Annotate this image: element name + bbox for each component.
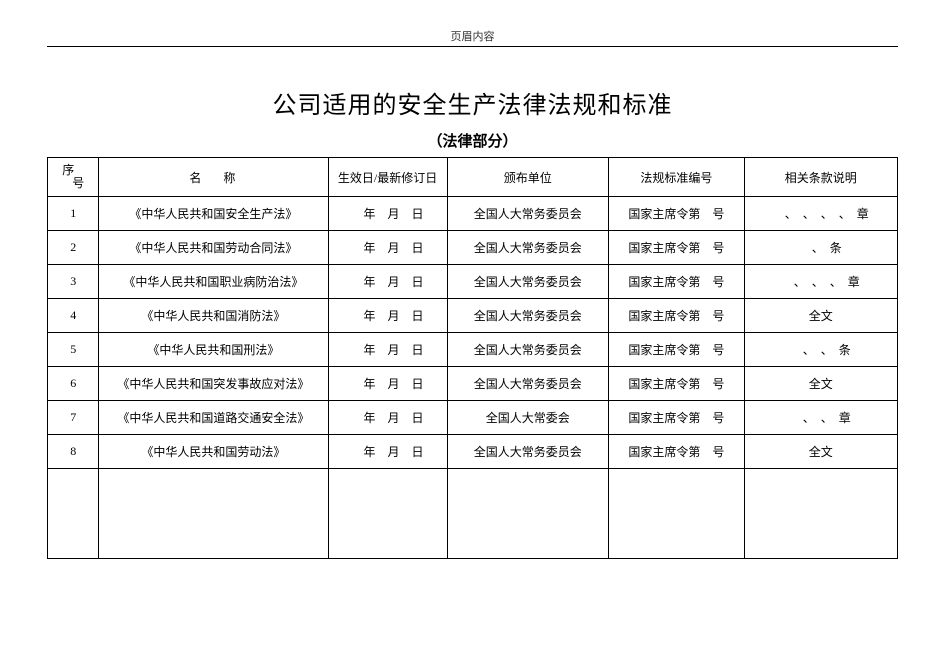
cell-date: 年 月 日 [328, 265, 447, 299]
col-org: 颁布单位 [447, 158, 608, 197]
cell-note: 全文 [744, 435, 897, 469]
table-row: 7《中华人民共和国道路交通安全法》 年 月 日全国人大常委会国家主席令第 号 、… [48, 401, 898, 435]
table-row: 6《中华人民共和国突发事故应对法》 年 月 日全国人大常务委员会国家主席令第 号… [48, 367, 898, 401]
cell-code: 国家主席令第 号 [608, 231, 744, 265]
table-row-blank [48, 469, 898, 559]
col-seq: 序 号 [48, 158, 99, 197]
cell-code: 国家主席令第 号 [608, 367, 744, 401]
page-header-rule [47, 46, 898, 47]
col-seq-bot: 号 [62, 177, 96, 190]
cell-date: 年 月 日 [328, 435, 447, 469]
table-row: 4《中华人民共和国消防法》 年 月 日全国人大常务委员会国家主席令第 号全文 [48, 299, 898, 333]
cell-date: 年 月 日 [328, 401, 447, 435]
cell-blank [744, 469, 897, 559]
cell-seq: 6 [48, 367, 99, 401]
cell-seq: 8 [48, 435, 99, 469]
cell-seq: 2 [48, 231, 99, 265]
cell-date: 年 月 日 [328, 231, 447, 265]
cell-name: 《中华人民共和国职业病防治法》 [99, 265, 328, 299]
cell-org: 全国人大常务委员会 [447, 435, 608, 469]
cell-name: 《中华人民共和国劳动合同法》 [99, 231, 328, 265]
table-row: 3《中华人民共和国职业病防治法》 年 月 日全国人大常务委员会国家主席令第 号 … [48, 265, 898, 299]
cell-org: 全国人大常务委员会 [447, 265, 608, 299]
table-head: 序 号 名称 生效日/最新修订日 颁布单位 法规标准编号 相关条款说明 [48, 158, 898, 197]
cell-name: 《中华人民共和国消防法》 [99, 299, 328, 333]
cell-code: 国家主席令第 号 [608, 265, 744, 299]
cell-blank [328, 469, 447, 559]
cell-seq: 1 [48, 197, 99, 231]
cell-note: 全文 [744, 299, 897, 333]
table-row: 1《中华人民共和国安全生产法》 年 月 日全国人大常务委员会国家主席令第 号 、… [48, 197, 898, 231]
cell-note: 、 、 章 [744, 401, 897, 435]
cell-name: 《中华人民共和国突发事故应对法》 [99, 367, 328, 401]
cell-name: 《中华人民共和国安全生产法》 [99, 197, 328, 231]
cell-seq: 4 [48, 299, 99, 333]
cell-org: 全国人大常务委员会 [447, 299, 608, 333]
cell-blank [99, 469, 328, 559]
cell-blank [447, 469, 608, 559]
page-header-label: 页眉内容 [0, 0, 945, 46]
cell-seq: 7 [48, 401, 99, 435]
table-row: 5《中华人民共和国刑法》 年 月 日全国人大常务委员会国家主席令第 号 、 、 … [48, 333, 898, 367]
page-title: 公司适用的安全生产法律法规和标准 [0, 85, 945, 120]
cell-date: 年 月 日 [328, 299, 447, 333]
col-code: 法规标准编号 [608, 158, 744, 197]
cell-note: 、 、 、 、 章 [744, 197, 897, 231]
cell-seq: 5 [48, 333, 99, 367]
cell-date: 年 月 日 [328, 333, 447, 367]
cell-name: 《中华人民共和国道路交通安全法》 [99, 401, 328, 435]
cell-code: 国家主席令第 号 [608, 197, 744, 231]
col-note: 相关条款说明 [744, 158, 897, 197]
table-body: 1《中华人民共和国安全生产法》 年 月 日全国人大常务委员会国家主席令第 号 、… [48, 197, 898, 559]
cell-name: 《中华人民共和国劳动法》 [99, 435, 328, 469]
cell-code: 国家主席令第 号 [608, 435, 744, 469]
cell-org: 全国人大常务委员会 [447, 333, 608, 367]
cell-org: 全国人大常务委员会 [447, 231, 608, 265]
table-row: 2《中华人民共和国劳动合同法》 年 月 日全国人大常务委员会国家主席令第 号 、… [48, 231, 898, 265]
col-name: 名称 [99, 158, 328, 197]
cell-code: 国家主席令第 号 [608, 299, 744, 333]
cell-note: 全文 [744, 367, 897, 401]
table-container: 序 号 名称 生效日/最新修订日 颁布单位 法规标准编号 相关条款说明 1《中华… [47, 157, 898, 559]
laws-table: 序 号 名称 生效日/最新修订日 颁布单位 法规标准编号 相关条款说明 1《中华… [47, 157, 898, 559]
cell-code: 国家主席令第 号 [608, 333, 744, 367]
cell-org: 全国人大常务委员会 [447, 367, 608, 401]
cell-note: 、 、 、 章 [744, 265, 897, 299]
cell-blank [608, 469, 744, 559]
cell-seq: 3 [48, 265, 99, 299]
cell-code: 国家主席令第 号 [608, 401, 744, 435]
cell-date: 年 月 日 [328, 197, 447, 231]
cell-note: 、 、 条 [744, 333, 897, 367]
col-date: 生效日/最新修订日 [328, 158, 447, 197]
cell-date: 年 月 日 [328, 367, 447, 401]
cell-name: 《中华人民共和国刑法》 [99, 333, 328, 367]
cell-org: 全国人大常委会 [447, 401, 608, 435]
cell-note: 、 条 [744, 231, 897, 265]
table-row: 8《中华人民共和国劳动法》 年 月 日全国人大常务委员会国家主席令第 号全文 [48, 435, 898, 469]
cell-org: 全国人大常务委员会 [447, 197, 608, 231]
page-subtitle: （法律部分） [0, 130, 945, 151]
cell-blank [48, 469, 99, 559]
